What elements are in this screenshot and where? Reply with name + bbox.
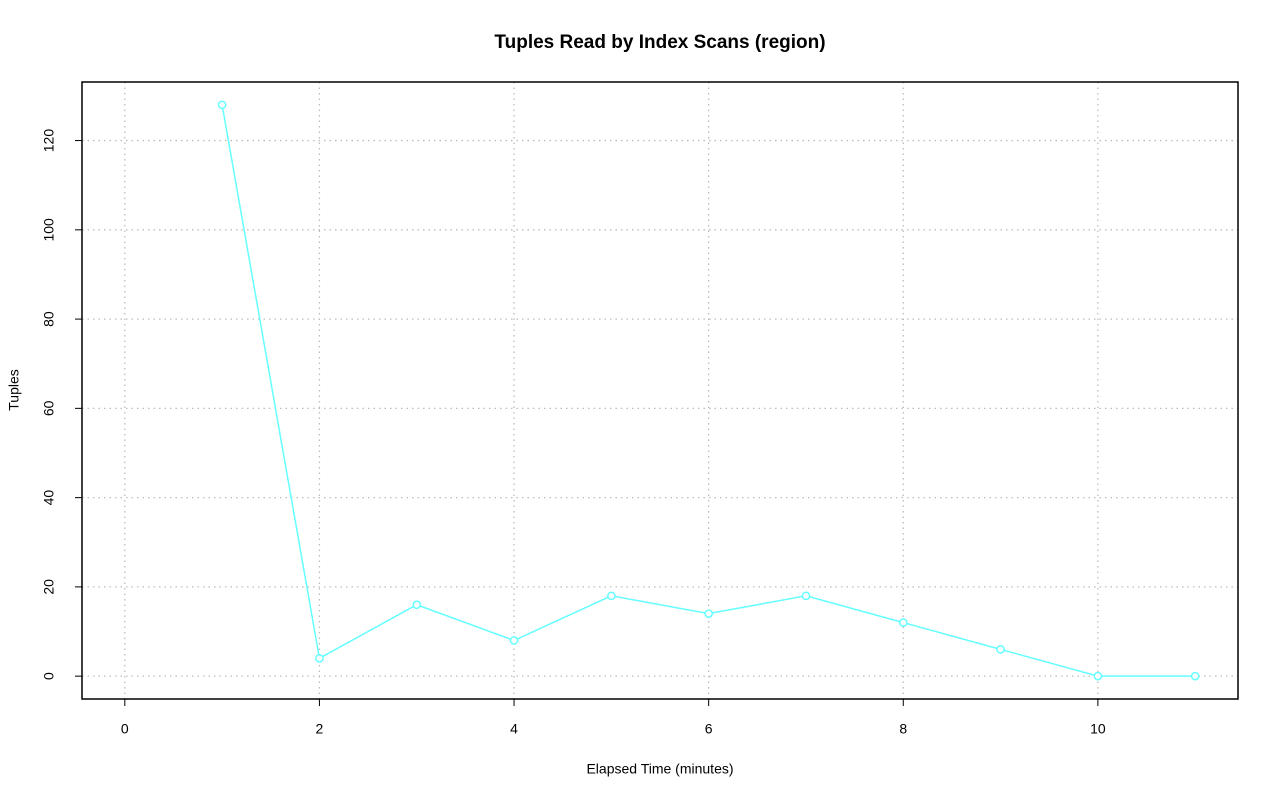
y-axis-label: Tuples <box>6 369 22 411</box>
data-point <box>801 591 811 601</box>
x-tick-label: 10 <box>1090 721 1106 737</box>
y-tick-label: 0 <box>41 672 57 680</box>
plot-frame <box>81 81 1239 700</box>
y-tick-label: 60 <box>41 400 57 416</box>
data-point <box>606 591 616 601</box>
data-point <box>704 609 714 619</box>
x-tick-label: 6 <box>705 721 713 737</box>
y-tick-label: 100 <box>41 218 57 242</box>
y-tick-label: 80 <box>41 311 57 327</box>
data-point <box>217 100 227 110</box>
chart-title: Tuples Read by Index Scans (region) <box>494 32 825 53</box>
data-point <box>996 645 1005 654</box>
x-axis-label: Elapsed Time (minutes) <box>586 761 733 777</box>
y-tick-label: 40 <box>41 490 57 506</box>
x-tick-label: 8 <box>899 721 907 737</box>
y-tick-label: 120 <box>41 129 57 153</box>
data-point <box>1093 671 1103 681</box>
data-point <box>509 636 519 645</box>
x-tick-label: 0 <box>121 721 129 737</box>
data-point <box>315 653 324 663</box>
y-tick-label: 20 <box>41 579 57 595</box>
x-tick-label: 2 <box>316 721 324 737</box>
data-point <box>1190 671 1200 681</box>
data-point <box>898 618 908 627</box>
x-tick-label: 4 <box>510 721 518 737</box>
data-point <box>412 600 422 610</box>
